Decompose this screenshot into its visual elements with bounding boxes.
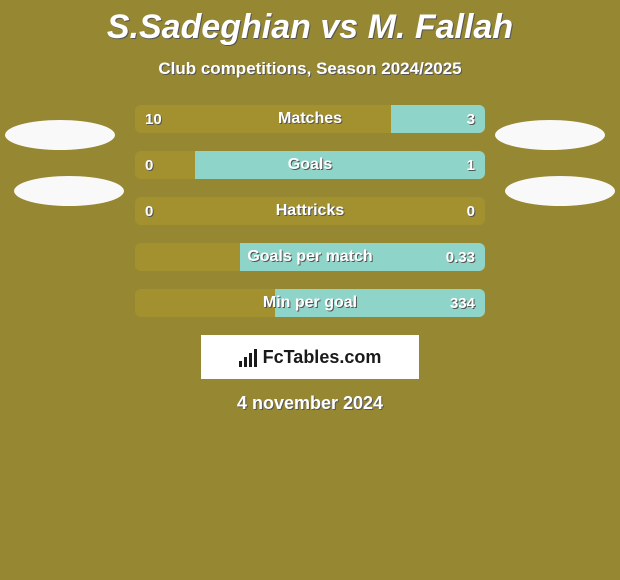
player-avatar-right-2 xyxy=(505,176,615,206)
stat-bar-left xyxy=(135,289,275,317)
page-title: S.Sadeghian vs M. Fallah xyxy=(0,0,620,47)
player-avatar-left-2 xyxy=(14,176,124,206)
stat-bar-right xyxy=(240,243,485,271)
stat-bar-right xyxy=(275,289,485,317)
stat-bar-left xyxy=(135,151,195,179)
stat-row: Hattricks00 xyxy=(135,197,485,225)
stat-bar-left xyxy=(135,197,485,225)
stat-bar-left xyxy=(135,243,240,271)
comparison-infographic: S.Sadeghian vs M. Fallah Club competitio… xyxy=(0,0,620,580)
stat-row: Goals per match0.33 xyxy=(135,243,485,271)
bar-chart-icon xyxy=(239,347,257,367)
stat-row: Goals01 xyxy=(135,151,485,179)
footer-date: 4 november 2024 xyxy=(0,393,620,414)
stat-bar-left xyxy=(135,105,391,133)
stat-row: Matches103 xyxy=(135,105,485,133)
page-subtitle: Club competitions, Season 2024/2025 xyxy=(0,59,620,79)
stat-bar-right xyxy=(195,151,486,179)
player-avatar-right-1 xyxy=(495,120,605,150)
logo-text: FcTables.com xyxy=(263,347,382,368)
player-avatar-left-1 xyxy=(5,120,115,150)
stat-row: Min per goal334 xyxy=(135,289,485,317)
logo-box: FcTables.com xyxy=(201,335,419,379)
stat-bar-right xyxy=(391,105,486,133)
stat-rows: Matches103 Goals01 Hattricks00 Goals per ma… xyxy=(135,105,485,317)
